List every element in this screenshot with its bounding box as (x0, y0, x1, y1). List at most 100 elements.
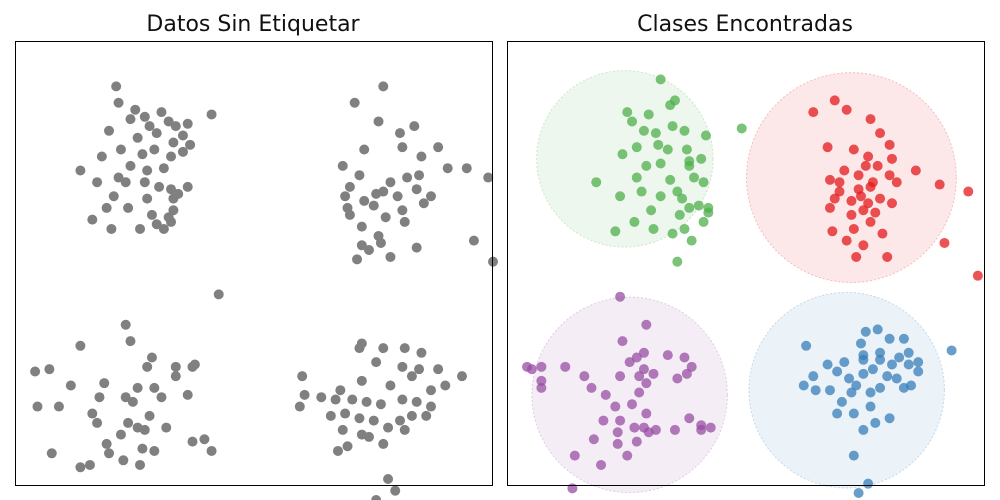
scatter-point-s2-26 (641, 408, 652, 419)
scatter-point-s1-35 (882, 251, 893, 262)
right-chart-title: Clases Encontradas (637, 12, 853, 37)
scatter-point-s0-81 (363, 244, 374, 255)
scatter-point-s3-0 (872, 324, 883, 335)
scatter-point-s1-37 (972, 270, 983, 281)
scatter-point-s0-16 (641, 160, 652, 171)
cluster-region-0 (536, 70, 714, 248)
scatter-point-s1-24 (875, 193, 886, 204)
scatter-point-s0-119 (199, 434, 210, 445)
scatter-point-s2-4 (631, 352, 642, 363)
scatter-point-s1-12 (884, 170, 895, 181)
scatter-point-s0-122 (149, 445, 160, 456)
scatter-point-s0-39 (736, 123, 747, 134)
scatter-point-s0-105 (120, 392, 131, 403)
scatter-point-s2-30 (684, 413, 695, 424)
scatter-point-s0-37 (667, 228, 678, 239)
scatter-point-s2-10 (522, 361, 533, 372)
left-points (30, 81, 498, 500)
scatter-point-s3-28 (851, 380, 862, 391)
scatter-point-s1-31 (841, 235, 852, 246)
scatter-point-s0-0 (111, 81, 122, 92)
scatter-point-s0-70 (392, 191, 403, 202)
scatter-point-s0-15 (132, 132, 143, 143)
left-plot-frame (15, 41, 493, 486)
scatter-point-s1-28 (886, 198, 897, 209)
scatter-point-s0-1 (113, 97, 124, 108)
scatter-point-s2-43 (643, 427, 654, 438)
scatter-point-s1-21 (829, 193, 840, 204)
scatter-point-s1-26 (846, 209, 857, 220)
scatter-point-s0-166 (406, 410, 417, 421)
scatter-point-s0-62 (402, 172, 413, 183)
cluster-region-1 (746, 72, 957, 283)
scatter-point-s3-43 (863, 478, 874, 489)
scatter-point-s0-84 (411, 242, 422, 253)
scatter-point-s0-117 (115, 429, 126, 440)
scatter-point-s0-158 (425, 401, 436, 412)
scatter-point-s0-153 (347, 394, 358, 405)
scatter-point-s0-35 (679, 223, 690, 234)
scatter-point-s1-16 (910, 165, 921, 176)
scatter-point-s0-156 (397, 394, 408, 405)
scatter-point-s0-29 (139, 177, 150, 188)
scatter-point-s0-18 (137, 149, 148, 160)
scatter-point-s0-53 (409, 121, 420, 132)
scatter-point-s0-35 (142, 193, 153, 204)
scatter-point-s0-124 (118, 455, 129, 466)
scatter-point-s2-0 (615, 291, 626, 302)
scatter-point-s0-52 (394, 128, 405, 139)
scatter-point-s3-9 (894, 352, 905, 363)
scatter-point-s3-21 (832, 366, 843, 377)
scatter-point-s0-112 (182, 389, 193, 400)
scatter-point-s2-37 (705, 422, 716, 433)
scatter-point-s0-83 (385, 251, 396, 262)
scatter-point-s0-69 (368, 200, 379, 211)
scatter-point-s0-175 (383, 473, 394, 484)
scatter-point-s0-152 (330, 394, 341, 405)
scatter-point-s0-15 (655, 158, 666, 169)
scatter-point-s3-1 (860, 326, 871, 337)
scatter-point-s0-29 (693, 200, 704, 211)
scatter-point-s0-95 (146, 352, 157, 363)
scatter-point-s0-25 (113, 172, 124, 183)
scatter-point-s0-140 (371, 357, 382, 368)
scatter-point-s0-136 (378, 343, 389, 354)
scatter-point-s0-16 (96, 151, 107, 162)
scatter-point-s0-28 (674, 209, 685, 220)
scatter-point-s3-17 (875, 354, 886, 365)
scatter-point-s0-0 (655, 74, 666, 85)
scatter-point-s0-162 (354, 413, 365, 424)
scatter-point-s0-151 (316, 392, 327, 403)
scatter-point-s0-103 (132, 382, 143, 393)
scatter-point-s1-1 (808, 107, 819, 118)
scatter-point-s0-56 (397, 142, 408, 153)
scatter-point-s1-30 (827, 226, 838, 237)
cluster-region-2 (531, 296, 728, 494)
scatter-point-s0-17 (631, 172, 642, 183)
scatter-point-s2-5 (662, 350, 673, 361)
scatter-point-s0-90 (442, 163, 453, 174)
scatter-point-s2-1 (641, 319, 652, 330)
scatter-point-s3-12 (946, 345, 957, 356)
scatter-point-s0-11 (662, 144, 673, 155)
scatter-point-s0-19 (689, 172, 700, 183)
scatter-point-s3-20 (808, 371, 819, 382)
scatter-point-s3-4 (903, 347, 914, 358)
scatter-point-s2-14 (624, 357, 635, 368)
left-panel: Datos Sin Etiquetar (15, 12, 498, 500)
scatter-point-s0-94 (125, 336, 136, 347)
scatter-point-s0-146 (385, 380, 396, 391)
scatter-point-s0-10 (653, 139, 664, 150)
scatter-point-s1-9 (886, 153, 897, 164)
scatter-point-s0-8 (156, 107, 167, 118)
scatter-point-s0-6 (125, 114, 136, 125)
scatter-point-s2-40 (622, 450, 633, 461)
scatter-point-s3-29 (875, 382, 886, 393)
scatter-point-s3-41 (858, 424, 869, 435)
scatter-point-s3-34 (865, 387, 876, 398)
scatter-point-s0-170 (378, 438, 389, 449)
scatter-point-s0-125 (84, 459, 95, 470)
scatter-point-s0-157 (411, 396, 422, 407)
scatter-point-s0-43 (684, 156, 695, 167)
scatter-point-s0-61 (385, 177, 396, 188)
